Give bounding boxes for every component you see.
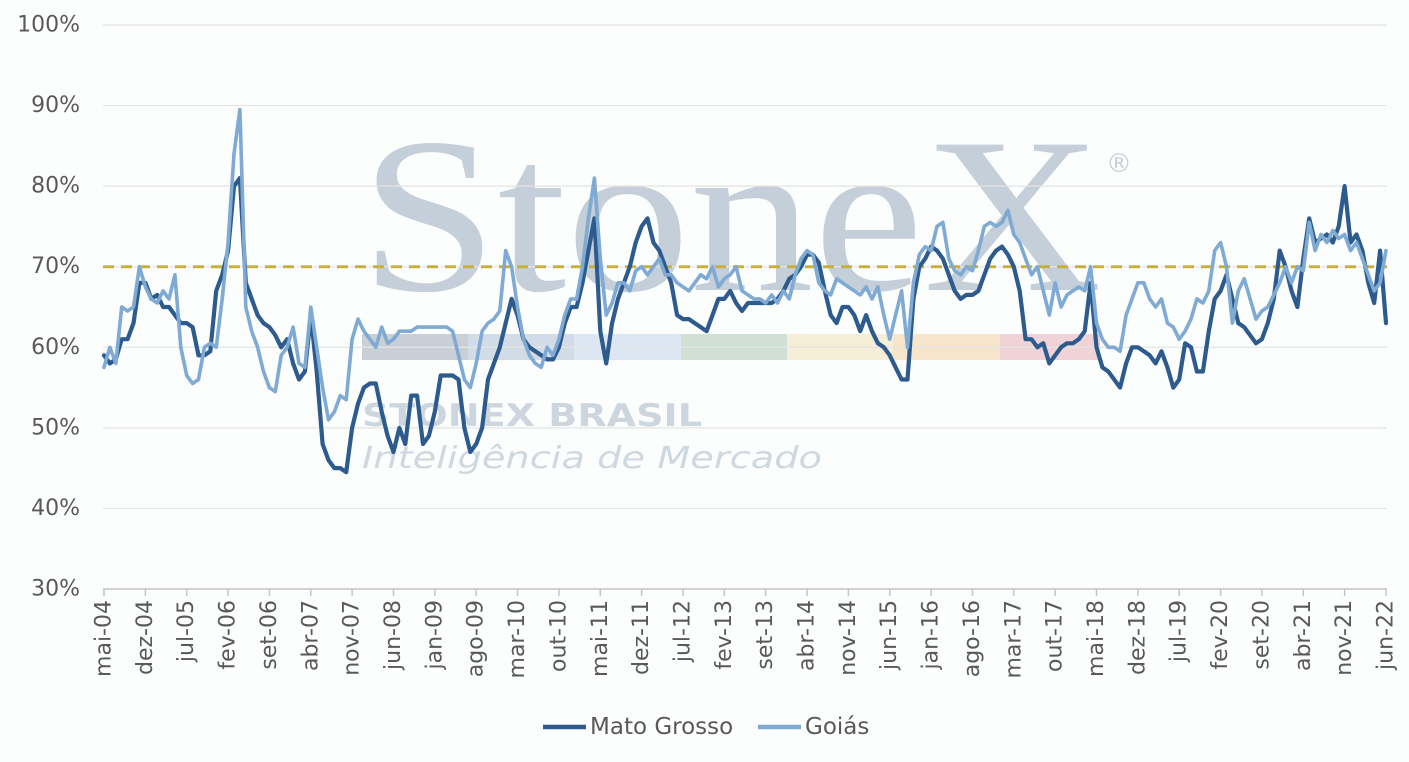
x-tick-label: jul-12 xyxy=(670,600,695,663)
series-lines xyxy=(101,107,1389,475)
y-tick-label: 100% xyxy=(17,13,80,38)
x-tick-label: fev-20 xyxy=(1208,600,1233,670)
watermark-brand: StoneX xyxy=(360,93,1102,339)
x-tick-label: mai-04 xyxy=(92,600,117,677)
watermark-tagline: Inteligência de Mercado xyxy=(362,441,822,476)
x-tick-label: mar-10 xyxy=(505,600,530,678)
y-tick-label: 40% xyxy=(31,496,80,521)
x-tick-label: abr-21 xyxy=(1291,600,1316,671)
legend-label: Goiás xyxy=(805,714,869,740)
series-line-goias xyxy=(102,107,1388,422)
watermark-registered-mark: ® xyxy=(1106,149,1132,179)
y-tick-label: 30% xyxy=(31,577,80,602)
legend-item-goias: Goiás xyxy=(758,714,869,740)
x-tick-label: jun-15 xyxy=(877,600,902,671)
y-tick-label: 60% xyxy=(31,335,80,360)
legend-item-mato-grosso: Mato Grosso xyxy=(543,714,733,740)
y-axis: 30% 40% 50% 60% 70% 80% 90% 100% xyxy=(17,13,80,602)
x-tick-label: abr-07 xyxy=(298,600,323,671)
x-tick-label: ago-09 xyxy=(464,600,489,677)
x-tick-label: nov-21 xyxy=(1332,600,1357,676)
x-tick-label: jan-09 xyxy=(422,600,447,670)
watermark-subtitle: STONEX BRASIL xyxy=(362,398,702,434)
gridlines xyxy=(103,24,1387,510)
x-tick-label: nov-14 xyxy=(836,600,861,676)
x-axis: mai-04 dez-04 jul-05 fev-06 set-06 abr-07 nov-… xyxy=(92,589,1399,678)
series-line-mato-grosso xyxy=(101,176,1389,475)
x-tick-label: jun-08 xyxy=(381,600,406,671)
legend-label: Mato Grosso xyxy=(590,714,733,740)
x-tick-label: jul-05 xyxy=(174,600,199,663)
x-tick-label: out-17 xyxy=(1043,600,1068,672)
x-tick-label: jul-19 xyxy=(1167,600,1192,663)
x-tick-label: jun-22 xyxy=(1374,600,1399,671)
legend: Mato Grosso Goiás xyxy=(543,714,869,740)
x-tick-label: dez-04 xyxy=(133,600,158,675)
x-tick-label: mai-11 xyxy=(588,600,613,677)
x-tick-label: set-20 xyxy=(1249,600,1274,670)
x-tick-label: set-06 xyxy=(257,600,282,670)
y-tick-label: 90% xyxy=(31,93,80,118)
x-tick-label: out-10 xyxy=(546,600,571,672)
x-tick-label: set-13 xyxy=(753,600,778,670)
y-tick-label: 80% xyxy=(31,174,80,199)
x-tick-label: ago-16 xyxy=(960,600,985,677)
x-tick-label: mar-17 xyxy=(1001,600,1026,678)
x-tick-label: fev-06 xyxy=(216,600,241,670)
x-tick-label: dez-18 xyxy=(1125,600,1150,675)
x-tick-label: mai-18 xyxy=(1084,600,1109,677)
x-tick-label: fev-13 xyxy=(712,600,737,670)
y-tick-label: 70% xyxy=(31,254,80,279)
x-tick-label: nov-07 xyxy=(340,600,365,676)
x-tick-label: abr-14 xyxy=(795,600,820,671)
x-tick-label: jan-16 xyxy=(919,600,944,670)
x-tick-label: dez-11 xyxy=(629,600,654,675)
y-tick-label: 50% xyxy=(31,415,80,440)
